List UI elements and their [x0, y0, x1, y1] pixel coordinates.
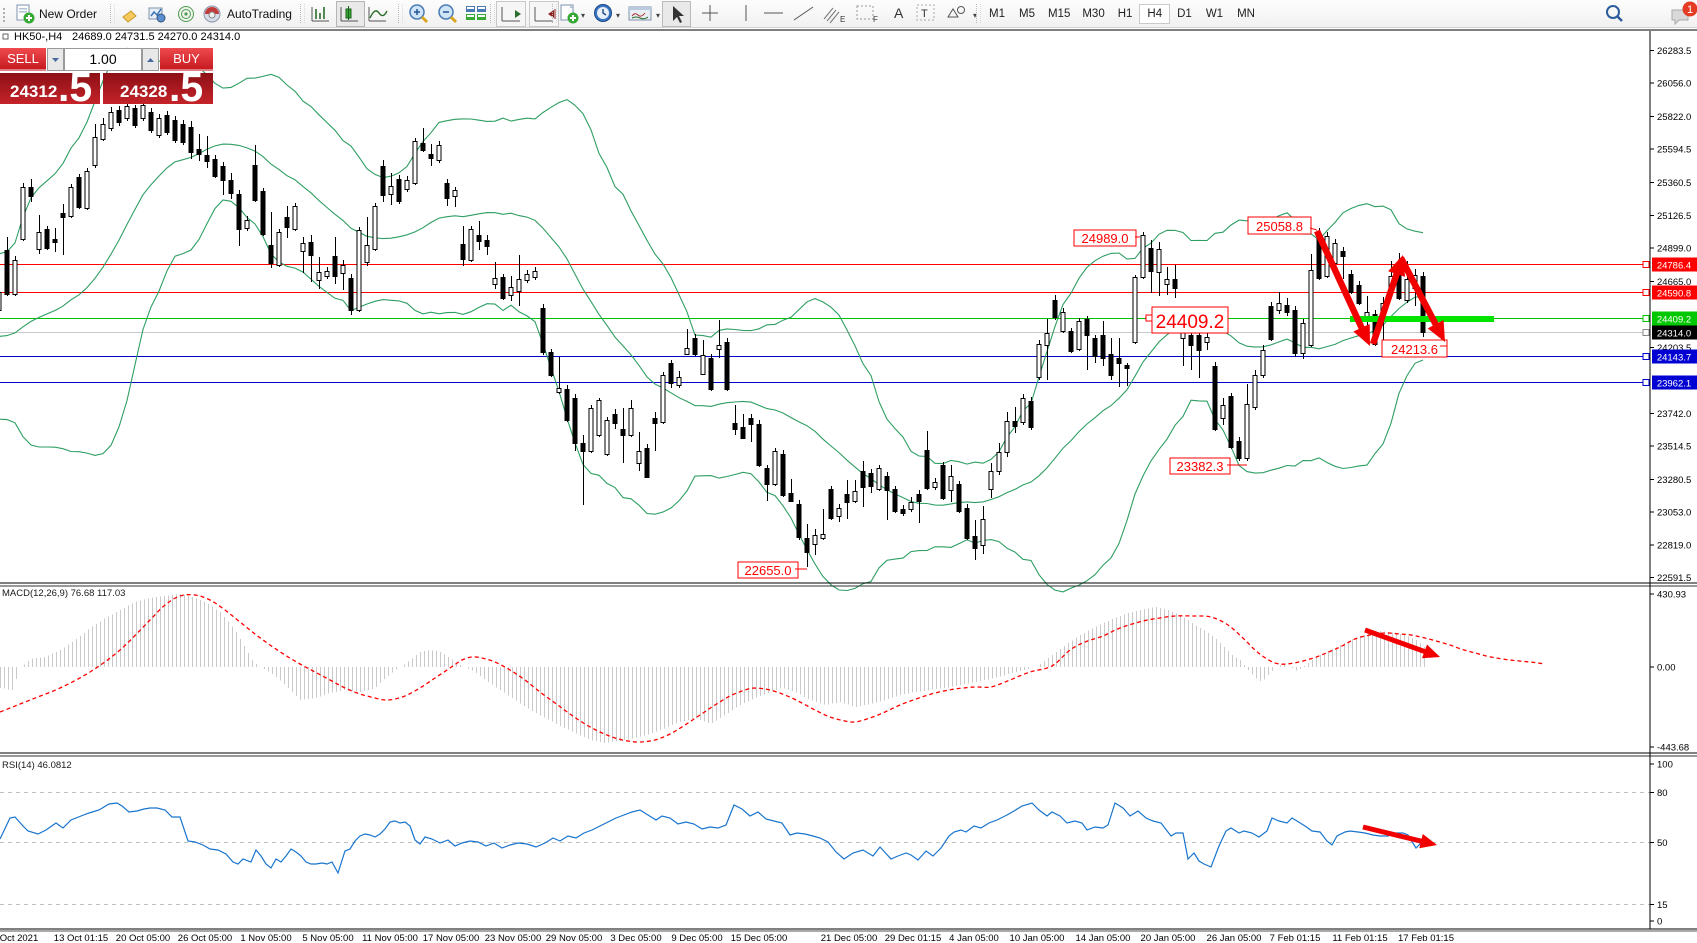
svg-text:T: T [921, 8, 928, 20]
svg-text:23382.3: 23382.3 [1177, 459, 1224, 474]
svg-text:24899.0: 24899.0 [1657, 244, 1691, 255]
svg-text:22819.0: 22819.0 [1657, 541, 1691, 552]
svg-text:24143.7: 24143.7 [1657, 353, 1691, 364]
svg-text:5 Oct 2021: 5 Oct 2021 [0, 933, 38, 943]
svg-text:24989.0: 24989.0 [1082, 231, 1129, 246]
svg-text:10 Jan 05:00: 10 Jan 05:00 [1010, 933, 1065, 943]
svg-text:HK50-,H4: HK50-,H4 [14, 31, 62, 43]
svg-text:13 Oct 01:15: 13 Oct 01:15 [54, 933, 108, 943]
svg-text:24314.0: 24314.0 [1657, 329, 1691, 340]
svg-text:29 Nov 05:00: 29 Nov 05:00 [546, 933, 603, 943]
svg-text:5 Nov 05:00: 5 Nov 05:00 [302, 933, 353, 943]
svg-text:23514.5: 23514.5 [1657, 441, 1691, 452]
svg-text:20 Oct 05:00: 20 Oct 05:00 [116, 933, 170, 943]
svg-text:24689.0 24731.5 24270.0 24314.: 24689.0 24731.5 24270.0 24314.0 [72, 31, 240, 43]
svg-text:24409.2: 24409.2 [1156, 312, 1225, 333]
svg-text:25360.5: 25360.5 [1657, 178, 1691, 189]
svg-text:3 Dec 05:00: 3 Dec 05:00 [610, 933, 661, 943]
svg-text:25594.5: 25594.5 [1657, 144, 1691, 155]
svg-text:430.93: 430.93 [1657, 590, 1686, 601]
svg-text:23962.1: 23962.1 [1657, 379, 1691, 390]
svg-text:E: E [840, 15, 845, 24]
svg-text:24665.0: 24665.0 [1657, 277, 1691, 288]
svg-text:23 Nov 05:00: 23 Nov 05:00 [485, 933, 542, 943]
svg-text:23280.5: 23280.5 [1657, 475, 1691, 486]
svg-text:22591.5: 22591.5 [1657, 573, 1691, 584]
svg-text:26283.5: 26283.5 [1657, 46, 1691, 57]
svg-text:23053.0: 23053.0 [1657, 507, 1691, 518]
svg-text:29 Dec 01:15: 29 Dec 01:15 [885, 933, 942, 943]
svg-text:26 Jan 05:00: 26 Jan 05:00 [1207, 933, 1262, 943]
svg-text:9 Dec 05:00: 9 Dec 05:00 [671, 933, 722, 943]
svg-text:24203.5: 24203.5 [1657, 343, 1691, 354]
svg-text:17 Feb 01:15: 17 Feb 01:15 [1398, 933, 1454, 943]
svg-text:100: 100 [1657, 760, 1673, 771]
svg-text:26 Oct 05:00: 26 Oct 05:00 [178, 933, 232, 943]
svg-text:23742.0: 23742.0 [1657, 409, 1691, 420]
svg-text:1: 1 [1687, 4, 1693, 16]
svg-text:4 Jan 05:00: 4 Jan 05:00 [949, 933, 999, 943]
svg-text:24590.8: 24590.8 [1657, 289, 1691, 300]
svg-text:11 Nov 05:00: 11 Nov 05:00 [362, 933, 418, 943]
svg-text:F: F [873, 15, 878, 24]
svg-text:-443.68: -443.68 [1657, 743, 1689, 754]
svg-text:24786.4: 24786.4 [1657, 261, 1691, 272]
svg-text:11 Feb 01:15: 11 Feb 01:15 [1332, 933, 1387, 943]
svg-text:RSI(14) 46.0812: RSI(14) 46.0812 [2, 760, 72, 771]
svg-text:80: 80 [1657, 788, 1668, 799]
svg-text:15 Dec 05:00: 15 Dec 05:00 [731, 933, 788, 943]
svg-text:26056.0: 26056.0 [1657, 79, 1691, 90]
svg-text:14 Jan 05:00: 14 Jan 05:00 [1076, 933, 1131, 943]
svg-text:0: 0 [1657, 917, 1662, 928]
svg-text:25822.0: 25822.0 [1657, 112, 1691, 123]
svg-text:0.00: 0.00 [1657, 663, 1676, 674]
svg-text:15: 15 [1657, 900, 1668, 911]
svg-text:22655.0: 22655.0 [745, 563, 792, 578]
svg-text:MACD(12,26,9) 76.68 117.03: MACD(12,26,9) 76.68 117.03 [2, 588, 125, 599]
svg-text:7 Feb 01:15: 7 Feb 01:15 [1270, 933, 1321, 943]
svg-text:24213.6: 24213.6 [1391, 342, 1438, 357]
svg-text:24409.2: 24409.2 [1657, 315, 1691, 326]
svg-text:21 Dec 05:00: 21 Dec 05:00 [821, 933, 878, 943]
svg-text:50: 50 [1657, 838, 1668, 849]
svg-text:25058.8: 25058.8 [1256, 219, 1303, 234]
svg-text:17 Nov 05:00: 17 Nov 05:00 [423, 933, 480, 943]
svg-text:20 Jan 05:00: 20 Jan 05:00 [1141, 933, 1196, 943]
svg-text:1 Nov 05:00: 1 Nov 05:00 [240, 933, 291, 943]
svg-text:A: A [894, 5, 904, 21]
svg-text:25126.5: 25126.5 [1657, 211, 1691, 222]
